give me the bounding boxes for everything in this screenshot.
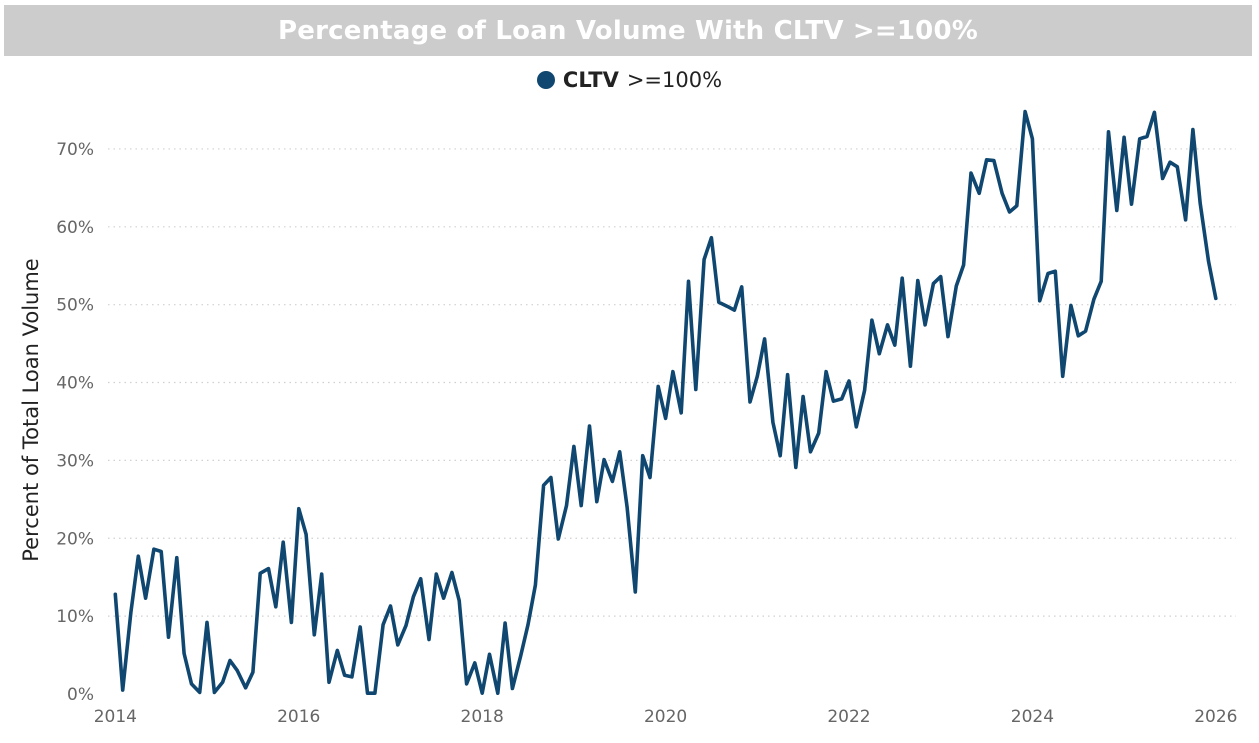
y-tick-label: 30% [56, 451, 94, 471]
series-line[interactable] [113, 109, 1218, 696]
x-tick-label: 2016 [277, 707, 320, 727]
y-tick-label: 10% [56, 607, 94, 627]
y-tick-label: 20% [56, 529, 94, 549]
x-tick-label: 2022 [827, 707, 870, 727]
x-tick-label: 2020 [644, 707, 687, 727]
y-tick-label: 60% [56, 218, 94, 238]
legend-marker-icon [536, 71, 555, 89]
chart-legend[interactable]: CLTV >=100% [0, 68, 1259, 92]
y-tick-label: 50% [56, 296, 94, 316]
x-tick-label: 2014 [94, 707, 137, 727]
x-tick-label: 2024 [1011, 707, 1054, 727]
x-tick-label: 2026 [1194, 707, 1237, 727]
x-tick-label: 2018 [461, 707, 504, 727]
y-axis-title: Percent of Total Loan Volume [19, 258, 43, 561]
legend-label-rest: >=100% [626, 68, 723, 92]
y-tick-label: 70% [56, 140, 94, 160]
y-tick-label: 40% [56, 374, 94, 394]
y-tick-label: 0% [67, 685, 94, 705]
legend-label-bold: CLTV [562, 68, 619, 92]
chart-title: Percentage of Loan Volume With CLTV >=10… [278, 15, 978, 46]
chart-title-bar: Percentage of Loan Volume With CLTV >=10… [4, 5, 1252, 56]
